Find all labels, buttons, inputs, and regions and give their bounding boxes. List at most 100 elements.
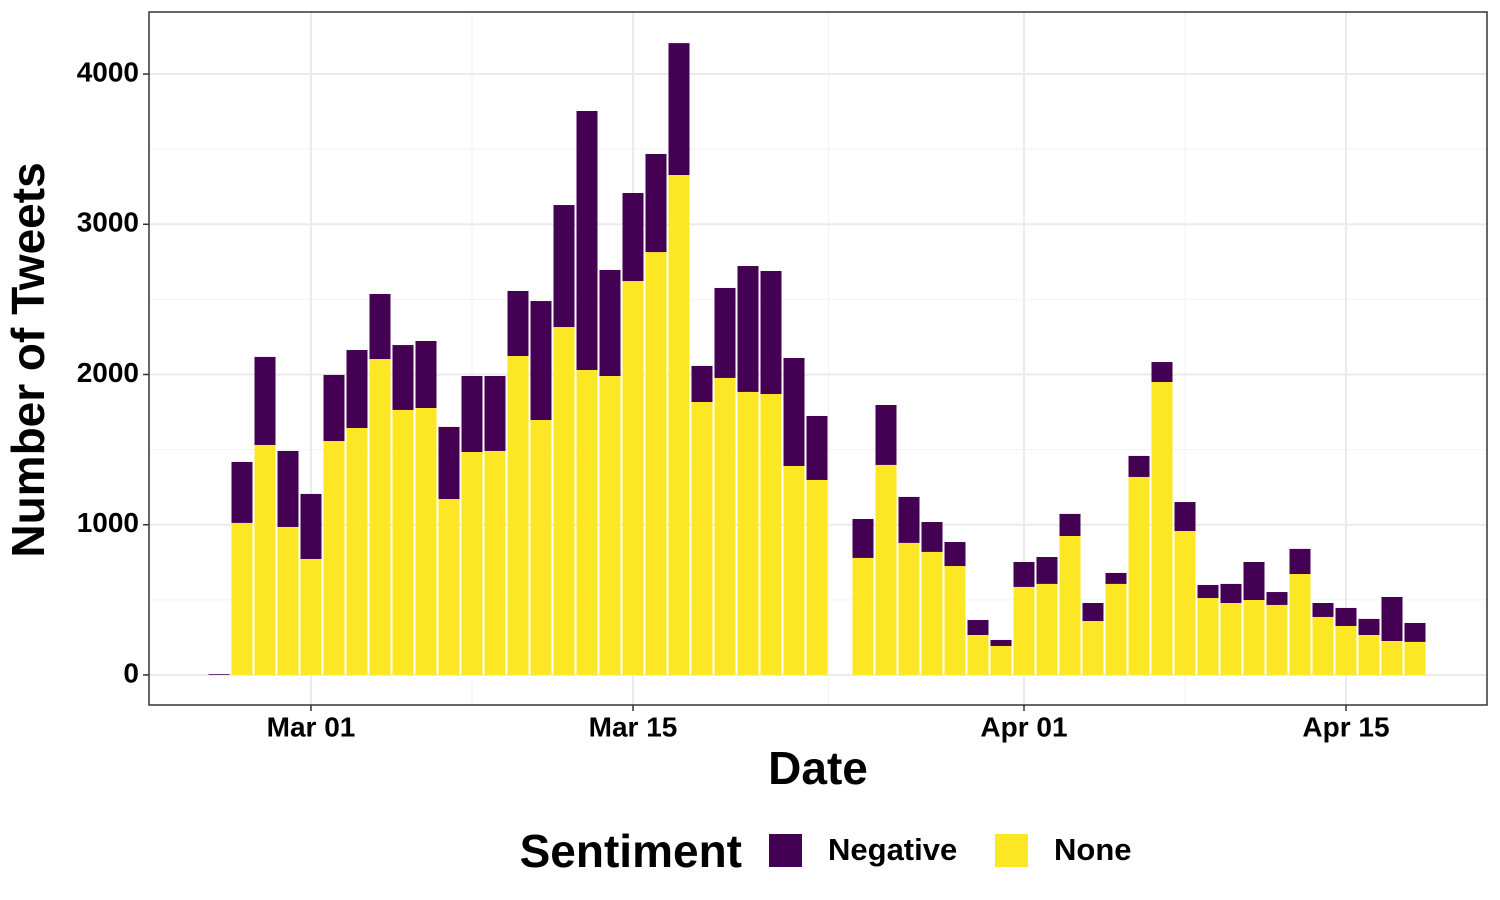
- bar-segment: [346, 350, 368, 428]
- bar-segment: [875, 404, 897, 465]
- bar-segment: [1289, 574, 1311, 675]
- bar-segment: [1174, 502, 1196, 532]
- bar-segment: [1243, 599, 1265, 675]
- bar-segment: [1128, 455, 1150, 477]
- bar-segment: [461, 376, 483, 453]
- bar-segment: [1082, 621, 1104, 675]
- bar-segment: [1197, 584, 1219, 599]
- bar-segment: [461, 452, 483, 675]
- bar-segment: [1174, 531, 1196, 675]
- legend-swatch: [769, 834, 802, 867]
- legend-label: None: [1054, 832, 1132, 867]
- bar-segment: [277, 526, 299, 675]
- bar-segment: [599, 269, 621, 377]
- bar-segment: [668, 174, 690, 675]
- bar-segment: [576, 111, 598, 370]
- bar-segment: [1151, 362, 1173, 383]
- bar-segment: [1358, 618, 1380, 635]
- bar-segment: [1036, 557, 1058, 584]
- bar-segment: [1105, 583, 1127, 675]
- bar-segment: [346, 427, 368, 675]
- bar-segment: [392, 409, 414, 675]
- bar-segment: [576, 369, 598, 675]
- bar-segment: [1358, 634, 1380, 675]
- x-tick-label: Apr 01: [980, 711, 1067, 742]
- bar-segment: [760, 270, 782, 395]
- bar-segment: [1151, 382, 1173, 675]
- bar-segment: [484, 450, 506, 675]
- bar-segment: [1266, 604, 1288, 675]
- bar-segment: [277, 450, 299, 527]
- bar-segment: [622, 281, 644, 675]
- bar-segment: [1404, 641, 1426, 675]
- bar-segment: [921, 522, 943, 552]
- bar-segment: [760, 394, 782, 675]
- bar-segment: [1381, 596, 1403, 642]
- bar-segment: [553, 327, 575, 675]
- y-tick-label: 1000: [77, 507, 139, 538]
- legend-label: Negative: [828, 832, 957, 867]
- bar-segment: [208, 674, 230, 675]
- bar-segment: [1220, 602, 1242, 675]
- bar-segment: [898, 542, 920, 675]
- bar-segment: [990, 645, 1012, 675]
- x-tick-label: Mar 01: [267, 711, 356, 742]
- bar-segment: [783, 465, 805, 675]
- x-axis-title: Date: [768, 742, 868, 794]
- y-tick-label: 0: [123, 657, 139, 688]
- bar-segment: [990, 639, 1012, 646]
- bar-segment: [1243, 561, 1265, 600]
- bar-segment: [714, 287, 736, 378]
- bar-segment: [714, 377, 736, 675]
- bar-segment: [921, 551, 943, 675]
- bar-segment: [438, 426, 460, 500]
- bar-segment: [231, 522, 253, 675]
- bar-segment: [415, 340, 437, 408]
- bar-segment: [507, 290, 529, 357]
- bar-segment: [1197, 598, 1219, 675]
- bar-segment: [231, 461, 253, 523]
- bar-segment: [1312, 616, 1334, 675]
- bar-segment: [944, 566, 966, 675]
- bar-segment: [806, 479, 828, 675]
- bar-segment: [300, 558, 322, 675]
- bar-segment: [507, 356, 529, 675]
- bar-segment: [369, 293, 391, 360]
- bar-segment: [1105, 572, 1127, 584]
- bar-segment: [1335, 607, 1357, 626]
- x-tick-label: Apr 15: [1302, 711, 1389, 742]
- plot-border: [148, 11, 1488, 706]
- bar-segment: [369, 359, 391, 675]
- bar-segment: [392, 345, 414, 410]
- bar-segment: [1312, 602, 1334, 617]
- bar-segment: [438, 499, 460, 675]
- bar-segment: [1082, 602, 1104, 622]
- bar-segment: [1289, 548, 1311, 575]
- bar-segment: [530, 301, 552, 421]
- bar-segment: [1059, 535, 1081, 675]
- x-tick-label: Mar 15: [589, 711, 678, 742]
- bar-segment: [254, 356, 276, 445]
- y-tick-label: 4000: [77, 56, 139, 87]
- bar-segment: [691, 401, 713, 675]
- bar-segment: [691, 365, 713, 402]
- bar-segment: [668, 43, 690, 175]
- bar-segment: [530, 420, 552, 675]
- bar-segment: [1266, 592, 1288, 605]
- bar-segment: [737, 391, 759, 675]
- bar-segment: [806, 415, 828, 480]
- bar-segment: [622, 193, 644, 282]
- bar-segment: [553, 205, 575, 328]
- bar-segment: [323, 374, 345, 442]
- y-tick-label: 2000: [77, 357, 139, 388]
- bar-segment: [1220, 583, 1242, 603]
- bar-segment: [944, 542, 966, 567]
- legend-swatch: [995, 834, 1028, 867]
- bar-segment: [783, 357, 805, 466]
- y-axis-title: Number of Tweets: [2, 162, 54, 557]
- legend-title: Sentiment: [520, 825, 742, 877]
- bar-segment: [1059, 513, 1081, 536]
- bar-segment: [852, 557, 874, 675]
- bar-segment: [645, 153, 667, 253]
- bar-segment: [254, 444, 276, 675]
